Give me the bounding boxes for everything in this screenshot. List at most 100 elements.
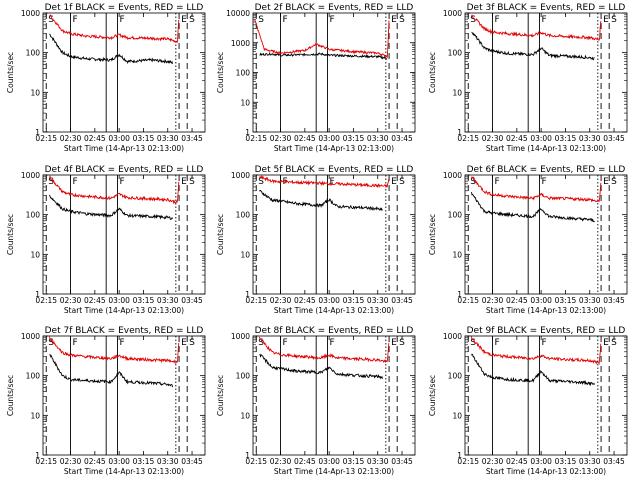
y-axis-label: Counts/sec (6, 52, 15, 93)
event-marker-label: S (48, 15, 54, 25)
x-tick-label: 02:45 (84, 457, 106, 466)
x-tick-label: 02:30 (60, 134, 82, 143)
series-line-events (259, 51, 388, 60)
y-tick-label: 1000 (21, 9, 40, 18)
y-tick-label: 1 (35, 128, 40, 137)
series-line-events (49, 194, 173, 221)
x-tick-label: 03:30 (157, 296, 179, 305)
y-tick-label: 10 (452, 88, 462, 97)
event-marker-label: F (73, 177, 78, 187)
event-marker-label: F (495, 15, 500, 25)
plot-frame (252, 335, 416, 456)
x-tick-label: 02:15 (35, 134, 57, 143)
x-tick-label: 03:45 (181, 134, 203, 143)
series-line-events (49, 353, 173, 388)
y-tick-label: 100 (26, 211, 41, 220)
x-tick-label: 03:15 (555, 296, 577, 305)
y-axis-label: Counts/sec (6, 214, 15, 255)
chart-panel: Det 8f BLACK = Events, RED = LLD Start Ti… (216, 326, 416, 476)
x-tick-label: 02:45 (294, 457, 316, 466)
x-axis-label: Start Time (14-Apr-13 02:13:00) (274, 306, 394, 315)
event-marker-label: S (470, 177, 476, 187)
chart-title: Det 4f BLACK = Events, RED = LLD (45, 165, 204, 175)
x-tick-label: 03:30 (367, 296, 389, 305)
y-tick-label: 10 (240, 411, 250, 420)
event-marker-label: S (611, 338, 617, 348)
event-marker-label: E (391, 177, 397, 187)
x-tick-label: 02:45 (506, 457, 528, 466)
chart-panel: Det 6f BLACK = Events, RED = LLD Start Ti… (428, 165, 628, 315)
y-tick-label: 1000 (21, 332, 40, 341)
x-tick-label: 02:45 (84, 134, 106, 143)
x-tick-label: 02:15 (457, 457, 479, 466)
event-marker-label: F (283, 338, 288, 348)
event-marker-label: F (542, 338, 547, 348)
x-axis-label: Start Time (14-Apr-13 02:13:00) (64, 306, 184, 315)
y-axis-label: Counts/sec (428, 52, 437, 93)
y-tick-label: 10 (452, 250, 462, 259)
y-tick-label: 1 (457, 451, 462, 460)
x-tick-label: 03:00 (530, 296, 552, 305)
x-tick-label: 03:00 (530, 134, 552, 143)
event-marker-label: S (258, 177, 264, 187)
chart-title: Det 1f BLACK = Events, RED = LLD (45, 3, 204, 13)
y-tick-label: 1 (457, 290, 462, 299)
y-tick-label: 1000 (443, 9, 462, 18)
x-tick-label: 03:30 (579, 457, 601, 466)
x-tick-label: 03:15 (133, 457, 155, 466)
x-tick-label: 03:00 (318, 134, 340, 143)
event-marker-label: S (189, 177, 195, 187)
event-marker-label: F (73, 338, 78, 348)
event-marker-label: S (399, 177, 405, 187)
x-tick-label: 03:15 (555, 457, 577, 466)
series-line-lld (259, 336, 390, 364)
x-tick-label: 02:30 (270, 296, 292, 305)
event-marker-label: S (611, 177, 617, 187)
event-marker-label: S (470, 338, 476, 348)
x-tick-label: 02:30 (60, 457, 82, 466)
event-marker-label: F (542, 177, 547, 187)
x-axis-label: Start Time (14-Apr-13 02:13:00) (486, 467, 606, 476)
event-marker-label: F (495, 338, 500, 348)
series-line-events (471, 31, 595, 61)
chart-panel: Det 5f BLACK = Events, RED = LLD Start Ti… (216, 165, 416, 315)
event-marker-label: F (330, 15, 335, 25)
x-tick-label: 03:15 (343, 457, 365, 466)
event-marker-label: S (258, 15, 264, 25)
event-marker-label: E (603, 338, 609, 348)
chart-title: Det 9f BLACK = Events, RED = LLD (467, 326, 626, 336)
event-marker-label: S (189, 15, 195, 25)
y-tick-label: 100 (236, 372, 251, 381)
series-line-events (49, 33, 173, 65)
x-tick-label: 03:00 (318, 296, 340, 305)
x-tick-label: 03:30 (367, 134, 389, 143)
series-line-lld (49, 174, 180, 205)
plot-frame (42, 12, 206, 133)
chart-panel: Det 1f BLACK = Events, RED = LLD Start Ti… (6, 3, 206, 153)
event-marker-label: E (603, 15, 609, 25)
x-tick-label: 03:15 (133, 296, 155, 305)
x-tick-label: 02:30 (482, 296, 504, 305)
y-tick-label: 10 (30, 250, 40, 259)
y-axis-label: Counts/sec (216, 52, 225, 93)
x-axis-label: Start Time (14-Apr-13 02:13:00) (64, 467, 184, 476)
series-line-lld (471, 176, 602, 203)
chart-title: Det 8f BLACK = Events, RED = LLD (255, 326, 414, 336)
y-tick-label: 100 (448, 49, 463, 58)
plot-frame (464, 12, 628, 133)
y-tick-label: 10 (240, 250, 250, 259)
x-tick-label: 03:45 (391, 457, 413, 466)
x-tick-label: 03:30 (157, 134, 179, 143)
x-tick-label: 03:30 (579, 296, 601, 305)
x-tick-label: 02:30 (482, 457, 504, 466)
series-line-events (259, 189, 383, 212)
chart-panel: Det 4f BLACK = Events, RED = LLD Start Ti… (6, 165, 206, 315)
event-marker-label: S (399, 338, 405, 348)
x-tick-label: 02:15 (245, 457, 267, 466)
y-tick-label: 1000 (21, 171, 40, 180)
x-tick-label: 02:15 (245, 134, 267, 143)
y-tick-label: 100 (448, 211, 463, 220)
plot-frame (252, 174, 416, 295)
series-line-lld (471, 14, 602, 41)
x-tick-label: 03:45 (603, 457, 625, 466)
